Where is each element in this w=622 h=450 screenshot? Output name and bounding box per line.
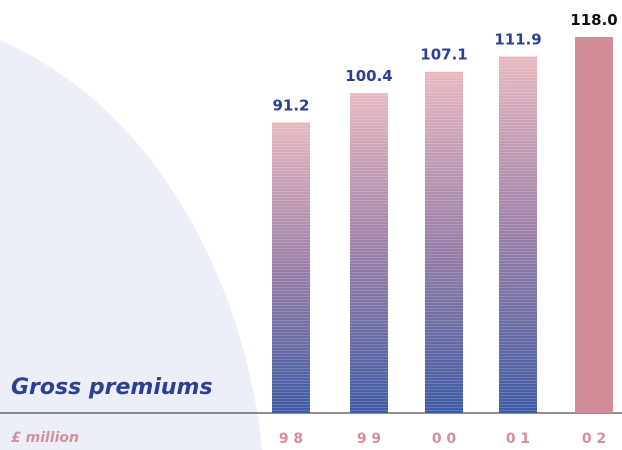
- bar-texture-99: [350, 93, 388, 413]
- value-label-02: 118.0: [570, 11, 617, 29]
- bar-02: [575, 37, 613, 413]
- bar-texture-98: [272, 122, 310, 413]
- x-tick-label-98: 9 8: [279, 431, 303, 447]
- bars-group: [272, 37, 613, 413]
- value-labels-group: 91.2 100.4 107.1 111.9 118.0: [272, 11, 617, 114]
- value-label-00: 107.1: [420, 46, 467, 64]
- x-tick-label-01: 0 1: [506, 431, 530, 447]
- bar-texture-00: [425, 71, 463, 413]
- background-curve-shape: [0, 40, 262, 450]
- x-tick-label-99: 9 9: [357, 431, 381, 447]
- value-label-01: 111.9: [494, 30, 541, 48]
- chart-title: Gross premiums: [11, 375, 213, 400]
- x-tick-label-02: 0 2: [582, 431, 606, 447]
- bar-texture-01: [499, 56, 537, 413]
- unit-label: £ million: [11, 430, 79, 446]
- x-tick-labels-group: 9 8 9 9 0 0 0 1 0 2: [279, 431, 606, 447]
- value-label-99: 100.4: [345, 67, 392, 85]
- x-tick-label-00: 0 0: [432, 431, 457, 447]
- value-label-98: 91.2: [272, 96, 309, 114]
